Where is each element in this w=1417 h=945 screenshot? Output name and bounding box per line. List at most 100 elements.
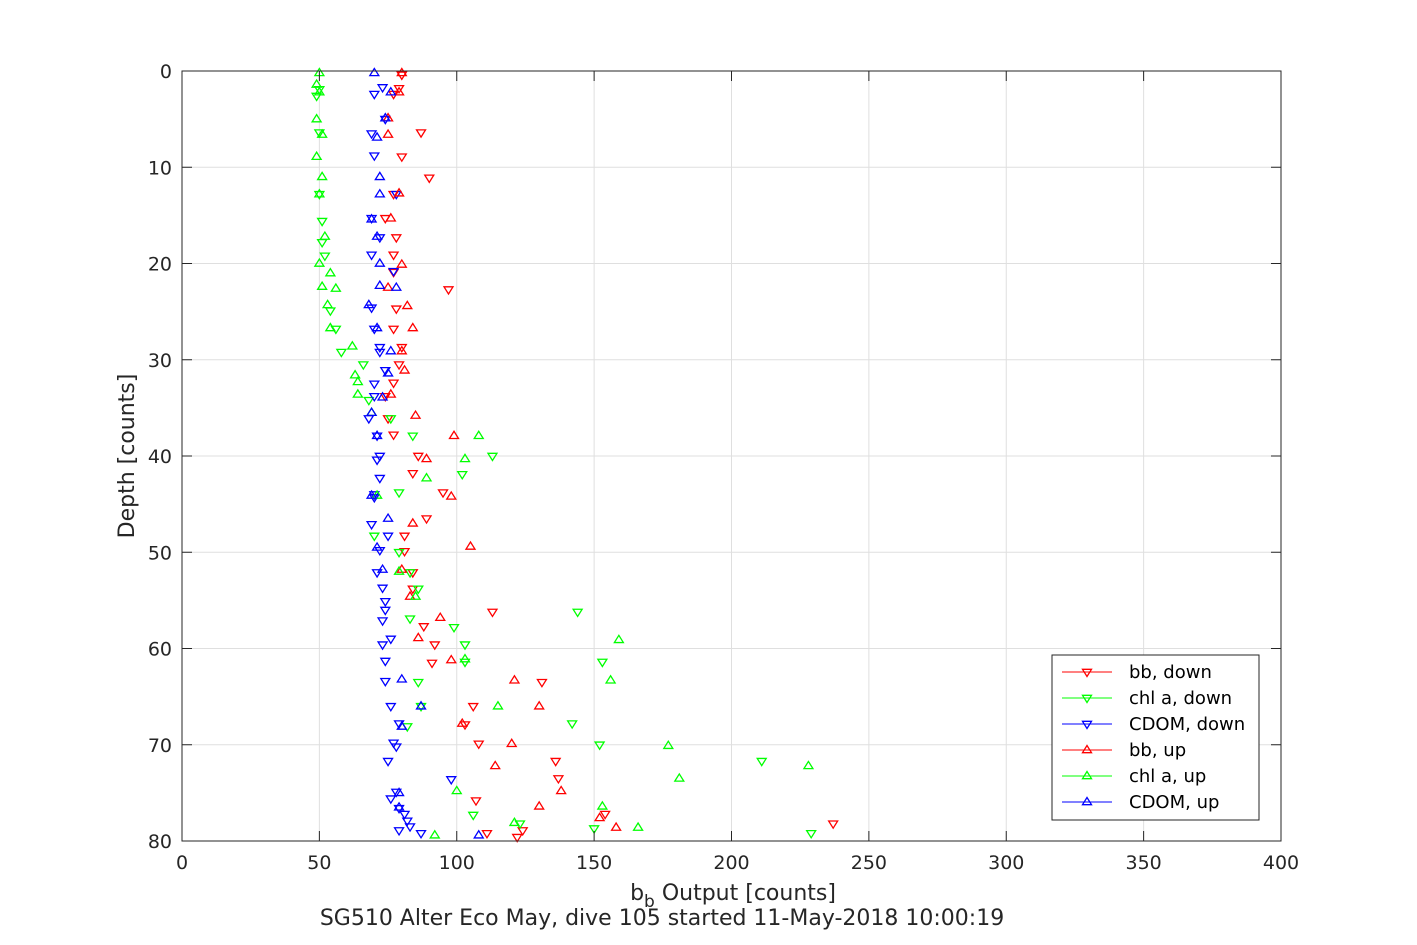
data-point — [393, 86, 405, 96]
data-point — [310, 92, 323, 102]
data-point — [415, 702, 427, 712]
data-point — [313, 190, 326, 200]
data-point — [536, 678, 548, 688]
data-point — [387, 251, 400, 261]
data-point — [404, 823, 416, 833]
data-point — [390, 788, 402, 798]
data-point — [552, 775, 565, 785]
data-point — [382, 512, 394, 522]
data-point — [407, 585, 419, 595]
data-point — [393, 804, 405, 815]
legend-label: bb, down — [1129, 662, 1212, 683]
data-point — [396, 345, 408, 355]
data-point — [385, 86, 397, 96]
x-tick-label: 200 — [713, 852, 749, 874]
data-point — [420, 472, 433, 482]
data-point — [662, 739, 674, 750]
data-point — [376, 84, 389, 94]
y-tick-label: 10 — [148, 157, 172, 179]
data-point — [571, 608, 584, 618]
data-point — [365, 489, 378, 499]
data-point — [442, 286, 455, 296]
data-point — [371, 489, 383, 499]
x-tick-label: 250 — [851, 852, 887, 874]
y-tick-label: 60 — [148, 639, 172, 661]
data-point — [374, 171, 386, 181]
data-point — [371, 430, 383, 440]
data-point — [321, 299, 334, 309]
data-point — [456, 717, 468, 727]
data-point — [451, 785, 463, 795]
data-point — [393, 361, 405, 371]
y-tick-label: 30 — [148, 350, 172, 372]
data-point — [396, 258, 408, 268]
data-point — [420, 453, 433, 463]
data-point — [393, 827, 405, 837]
data-point — [409, 590, 422, 600]
x-tick-label: 100 — [439, 852, 475, 874]
data-points — [310, 67, 839, 843]
data-point — [555, 785, 567, 795]
data-point — [368, 380, 380, 390]
data-point — [390, 305, 402, 315]
data-point — [393, 565, 405, 575]
data-point — [387, 267, 400, 277]
data-point — [363, 396, 375, 406]
data-point — [393, 787, 405, 797]
data-point — [368, 90, 380, 100]
data-point — [401, 300, 413, 310]
data-point — [464, 540, 477, 550]
data-point — [412, 632, 424, 642]
data-point — [385, 415, 397, 425]
data-point — [365, 130, 378, 140]
x-axis-label: bb Output [counts] — [630, 881, 836, 912]
data-point — [365, 251, 378, 261]
data-point — [604, 674, 617, 684]
data-point — [387, 325, 400, 335]
data-point — [481, 829, 493, 840]
data-point — [371, 322, 383, 332]
legend-marker — [1081, 694, 1093, 704]
legend-marker — [1081, 796, 1093, 806]
data-point — [390, 190, 402, 200]
data-point — [371, 456, 383, 466]
y-tick-label: 50 — [148, 542, 172, 564]
y-tick-label: 70 — [148, 735, 172, 757]
legend-box — [1051, 654, 1260, 821]
data-point — [407, 517, 419, 527]
data-point — [412, 678, 424, 688]
data-point — [379, 112, 391, 122]
data-point — [610, 821, 622, 831]
x-axis-ticks: 0 50 100 150 200 250 300 350 400 — [176, 71, 1299, 874]
data-point — [393, 84, 405, 95]
data-point — [401, 817, 413, 827]
data-point — [371, 569, 383, 579]
data-point — [382, 532, 394, 542]
data-point — [492, 700, 504, 710]
data-point — [426, 659, 438, 669]
data-point — [316, 217, 328, 227]
data-point — [423, 174, 435, 184]
data-point — [456, 470, 468, 481]
data-point — [533, 800, 545, 810]
data-point — [346, 340, 359, 350]
data-point — [376, 391, 389, 401]
data-point — [396, 153, 408, 163]
y-tick-label: 20 — [148, 254, 172, 276]
data-point — [313, 86, 326, 96]
data-point — [429, 641, 441, 651]
data-point — [467, 702, 479, 712]
legend-label: chl a, down — [1129, 688, 1232, 709]
data-point — [407, 432, 419, 442]
data-point — [390, 234, 402, 244]
data-point — [393, 801, 405, 811]
data-point — [415, 700, 427, 710]
data-point — [407, 322, 419, 332]
data-point — [511, 833, 523, 843]
data-point — [596, 658, 609, 668]
data-point — [756, 757, 768, 767]
y-tick-label: 40 — [148, 446, 172, 468]
data-point — [349, 369, 361, 379]
data-point — [376, 584, 389, 594]
data-point — [385, 212, 397, 222]
